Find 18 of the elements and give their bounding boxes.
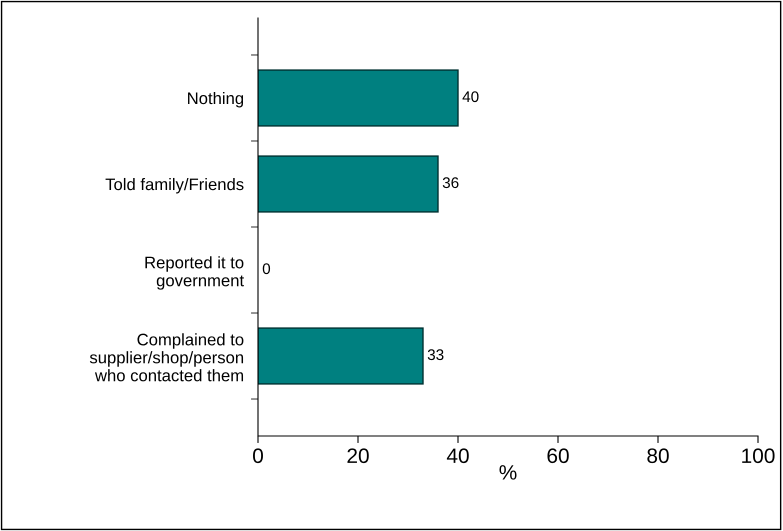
x-tick-label: 0 xyxy=(253,448,263,464)
x-axis-title: % xyxy=(499,465,517,480)
data-label: 40 xyxy=(462,91,479,102)
y-tick-label: Nothing xyxy=(188,92,244,108)
data-label: 33 xyxy=(428,349,444,360)
bar xyxy=(258,327,424,385)
x-tick-label: 80 xyxy=(647,448,669,464)
y-tick-label: Reported it to government xyxy=(145,256,244,290)
x-tick-label: 60 xyxy=(547,448,569,464)
data-label: 0 xyxy=(262,263,270,274)
bar xyxy=(258,155,439,213)
y-tick-label: Told family/Friends xyxy=(106,178,244,194)
y-tick-label: Complained to supplier/shop/person who contacted them xyxy=(90,333,244,382)
x-tick-label: 40 xyxy=(446,448,469,464)
bar xyxy=(258,69,459,127)
data-label: 36 xyxy=(442,177,458,188)
x-tick-label: 100 xyxy=(742,448,775,464)
x-tick-label: 20 xyxy=(347,448,369,464)
